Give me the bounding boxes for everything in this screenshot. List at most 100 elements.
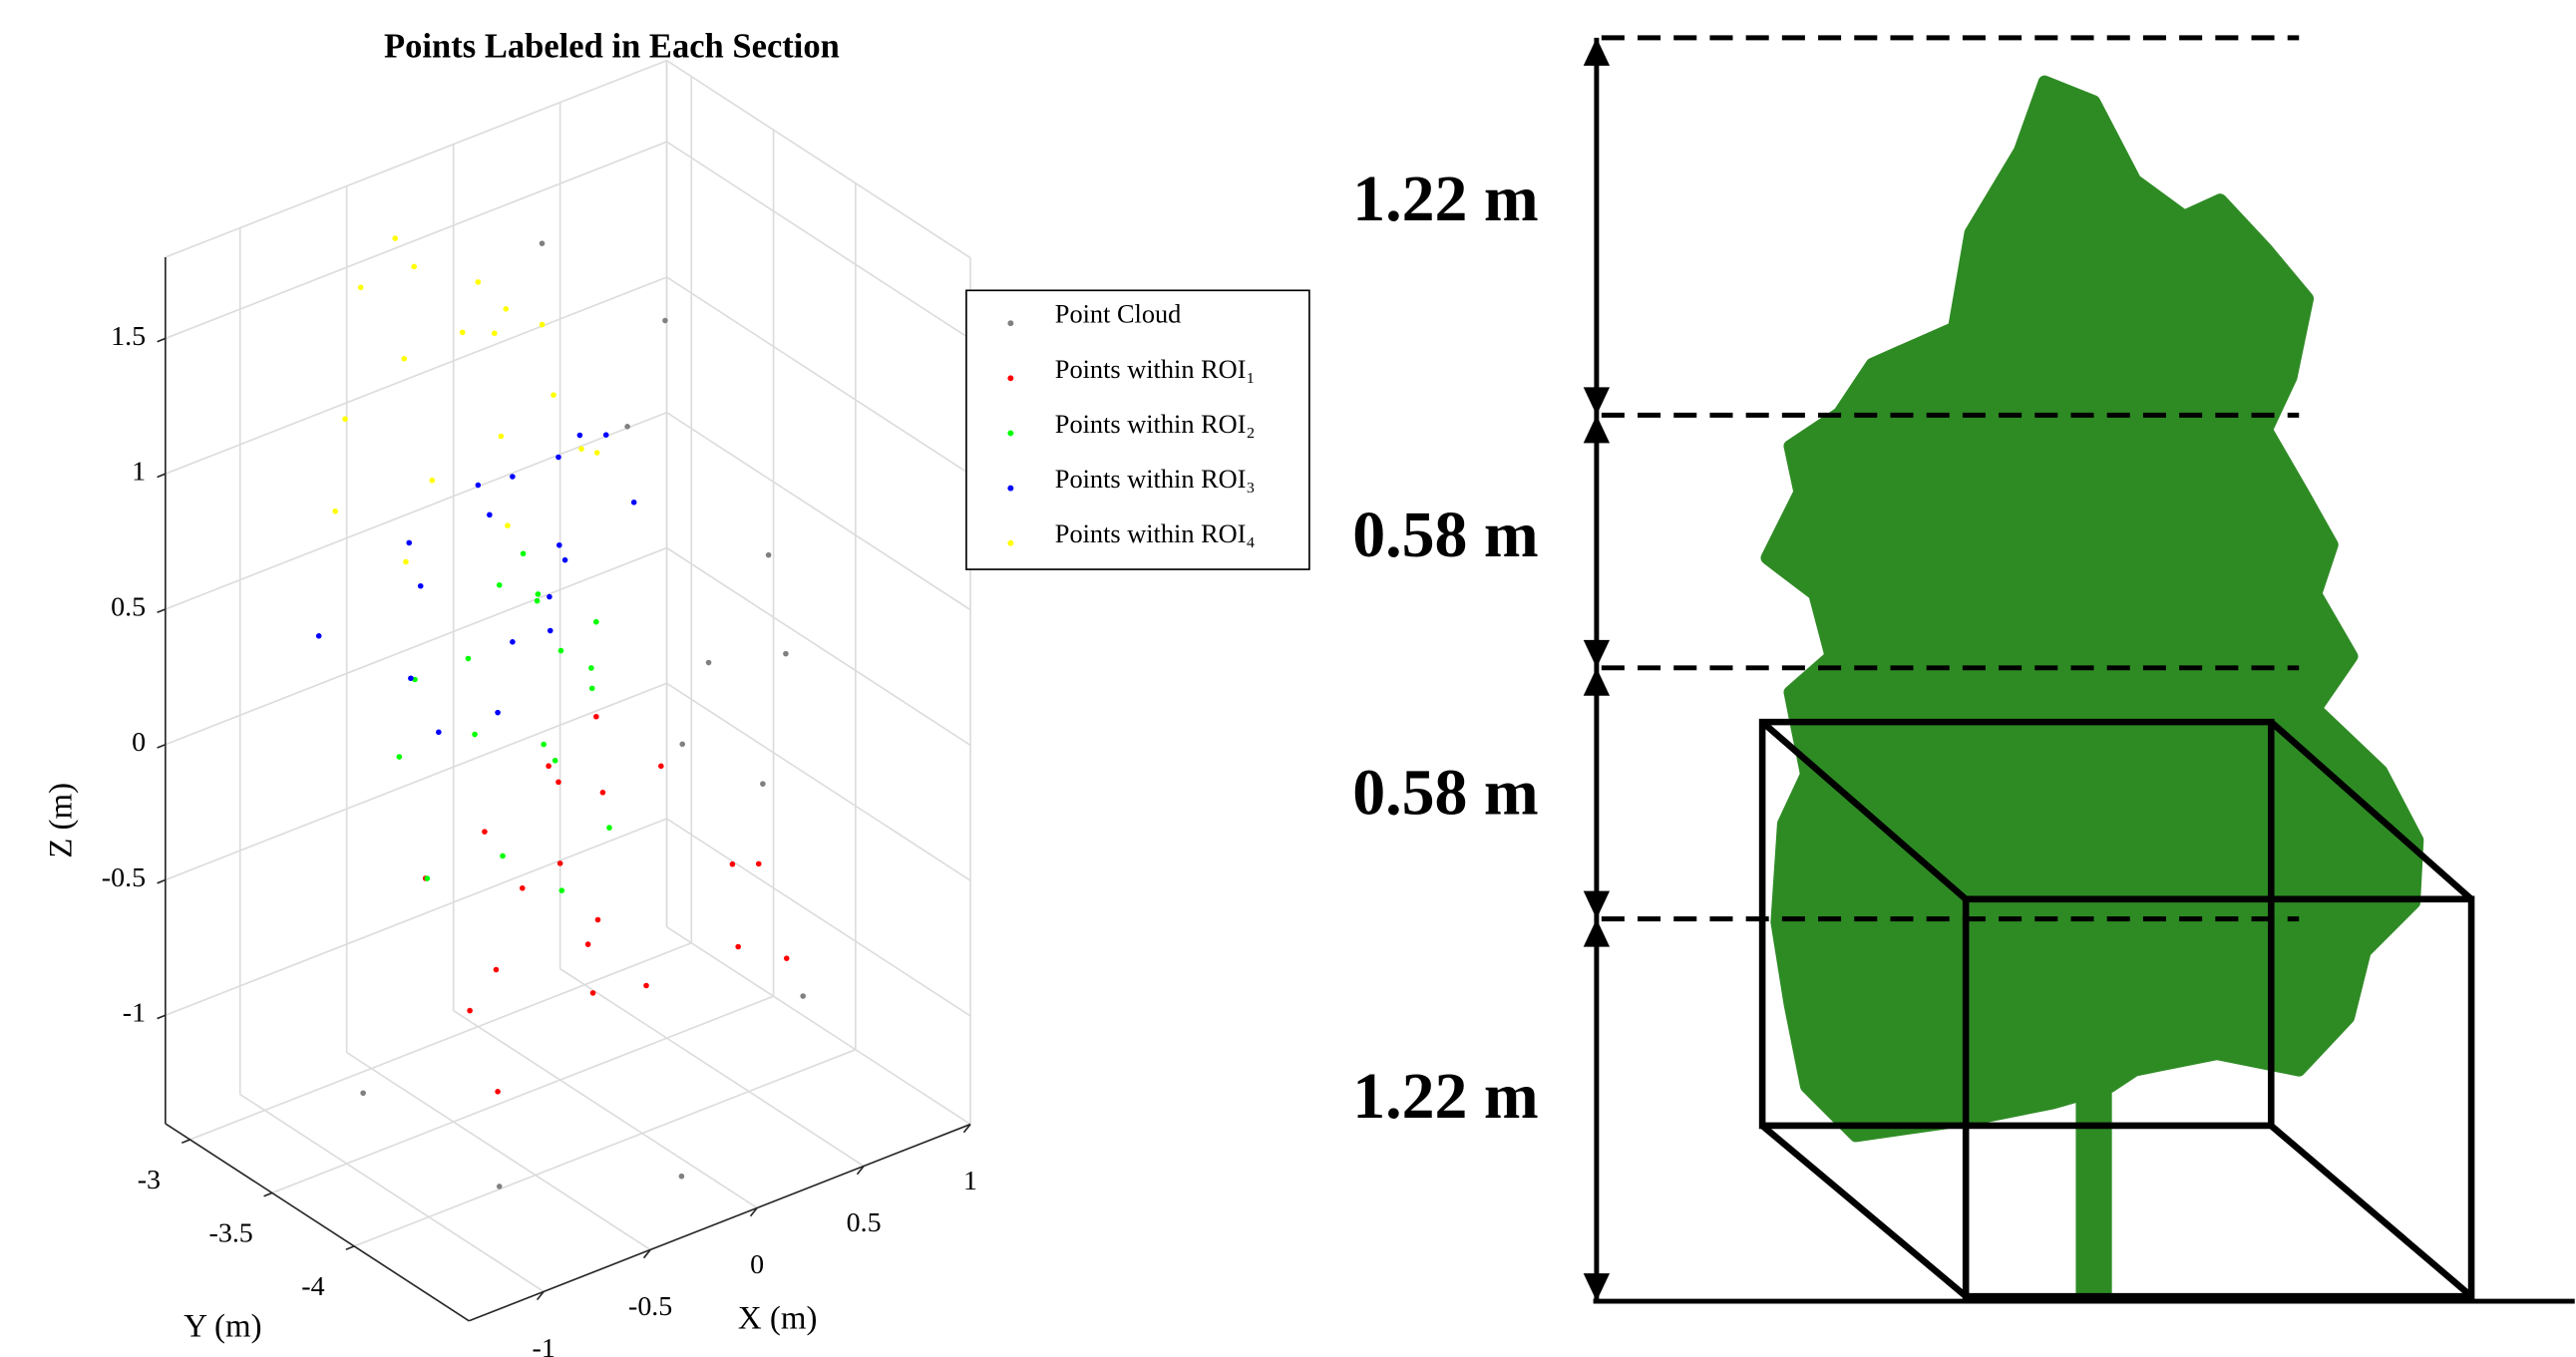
grid-line — [165, 818, 667, 1017]
box-edge — [165, 59, 667, 258]
point — [556, 541, 562, 548]
point — [546, 763, 552, 770]
arrowhead — [1583, 387, 1611, 416]
grid-line — [666, 818, 971, 1017]
point — [467, 1007, 473, 1014]
point — [535, 591, 542, 597]
point — [495, 1089, 501, 1095]
point — [760, 781, 766, 787]
grid-line — [165, 276, 667, 475]
point — [475, 482, 482, 489]
point — [505, 522, 511, 528]
z-tick-label: 1.5 — [111, 321, 146, 352]
box-edge — [1759, 719, 1969, 902]
point — [551, 392, 556, 398]
box-back — [1758, 718, 2275, 1130]
legend-box — [965, 289, 1310, 570]
point — [662, 317, 668, 324]
plot-area: -1 -0.5 0 0.5 1 -4 -3.5 -3 -1 -0.5 0 0.5 1 1.5 — [102, 59, 977, 1357]
point — [606, 825, 612, 831]
point — [588, 665, 594, 671]
section-lines — [1601, 35, 2300, 922]
point — [547, 627, 553, 634]
legend-label: Points within ROI₁ — [1055, 355, 1256, 384]
point — [492, 330, 498, 337]
box-edge — [2269, 719, 2474, 902]
grid-line — [165, 141, 667, 340]
x-tick-label: 0 — [750, 1249, 764, 1280]
point — [396, 754, 403, 760]
y-tick-label: -3 — [138, 1165, 161, 1195]
point — [555, 454, 561, 461]
y-tick — [181, 1139, 190, 1144]
point — [557, 647, 564, 654]
y-axis-line — [165, 1123, 470, 1322]
point — [392, 235, 399, 241]
y-tick — [345, 1245, 355, 1250]
grid-line — [239, 1093, 545, 1293]
point — [643, 982, 649, 989]
point — [593, 618, 599, 625]
y-axis-label: Y (m) — [184, 1309, 261, 1345]
point — [755, 860, 762, 867]
point — [534, 597, 541, 604]
arrowhead — [1583, 667, 1611, 696]
legend-label: Points within ROI₂ — [1055, 410, 1256, 439]
box-edge — [666, 60, 971, 259]
point — [417, 582, 424, 589]
point — [630, 500, 637, 506]
box-edge — [1759, 1123, 1969, 1299]
point — [547, 593, 552, 600]
legend-label: Points within ROI₄ — [1055, 519, 1256, 548]
point — [519, 884, 526, 891]
y-tick — [263, 1191, 273, 1197]
x-axis-line — [468, 1123, 971, 1322]
point — [403, 558, 409, 565]
tree-diagram: 1.22 m 0.58 m 0.58 m 1.22 m — [1352, 35, 2575, 1304]
z-tick-label: -0.5 — [102, 862, 146, 893]
point — [539, 240, 546, 246]
dimension-label: 1.22 m — [1352, 1060, 1538, 1133]
tree-crown — [1760, 75, 2424, 1143]
grid-line — [165, 546, 667, 746]
z-tick-label: 1 — [132, 457, 146, 488]
x-tick — [856, 1166, 865, 1176]
point — [315, 632, 322, 639]
grid-line — [666, 276, 971, 476]
grid-line — [165, 682, 667, 881]
point — [556, 860, 563, 866]
point — [658, 763, 664, 770]
x-tick — [962, 1124, 971, 1134]
arrowhead — [1583, 1273, 1611, 1302]
x-tick — [642, 1248, 651, 1259]
x-tick-label: -0.5 — [628, 1291, 672, 1322]
point — [561, 556, 568, 563]
point — [482, 829, 488, 835]
z-tick — [157, 337, 167, 343]
arrowhead — [1583, 918, 1611, 947]
point — [593, 450, 600, 456]
x-tick — [536, 1290, 545, 1301]
point — [599, 789, 606, 796]
legend-label: Points within ROI₃ — [1055, 465, 1256, 494]
z-axis-label: Z (m) — [43, 783, 79, 858]
point — [558, 887, 565, 893]
grid-line — [271, 995, 774, 1194]
point — [735, 943, 741, 950]
point — [493, 966, 500, 973]
point — [539, 321, 546, 328]
point — [729, 860, 736, 867]
point — [510, 474, 516, 480]
point — [576, 432, 583, 439]
point — [593, 713, 599, 720]
legend-marker — [1007, 320, 1014, 327]
point — [588, 685, 595, 692]
arrowhead — [1583, 37, 1611, 66]
arrowheads — [1583, 37, 1611, 1302]
point — [552, 757, 558, 764]
point — [510, 639, 516, 645]
chart-title: Points Labeled in Each Section — [384, 27, 840, 65]
roi-box — [1758, 718, 2475, 1300]
z-tick-label: -1 — [123, 998, 146, 1029]
